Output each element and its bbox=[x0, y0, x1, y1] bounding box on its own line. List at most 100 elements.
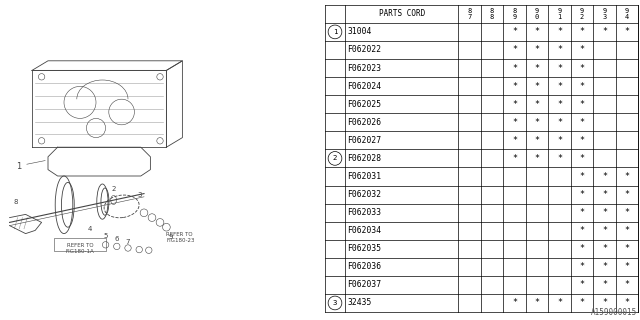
Text: *: * bbox=[512, 45, 517, 54]
Text: F062036: F062036 bbox=[347, 262, 381, 271]
Text: *: * bbox=[625, 208, 630, 217]
Text: *: * bbox=[534, 82, 540, 91]
Text: F062031: F062031 bbox=[347, 172, 381, 181]
Text: F062037: F062037 bbox=[347, 280, 381, 289]
Text: F062024: F062024 bbox=[347, 82, 381, 91]
Text: F062025: F062025 bbox=[347, 100, 381, 109]
Text: *: * bbox=[602, 172, 607, 181]
Text: *: * bbox=[602, 262, 607, 271]
Text: *: * bbox=[557, 118, 562, 127]
Text: *: * bbox=[534, 118, 540, 127]
Text: A159000015: A159000015 bbox=[591, 308, 637, 317]
Text: *: * bbox=[580, 136, 584, 145]
Text: *: * bbox=[557, 136, 562, 145]
Text: *: * bbox=[625, 172, 630, 181]
Text: F062026: F062026 bbox=[347, 118, 381, 127]
Text: 32435: 32435 bbox=[347, 299, 371, 308]
Text: 9: 9 bbox=[535, 9, 539, 14]
Text: *: * bbox=[534, 136, 540, 145]
Text: 6: 6 bbox=[115, 236, 119, 242]
Text: *: * bbox=[580, 280, 584, 289]
Text: 4: 4 bbox=[625, 14, 629, 20]
Text: *: * bbox=[580, 299, 584, 308]
Text: *: * bbox=[557, 64, 562, 73]
Text: 2: 2 bbox=[111, 186, 116, 192]
Text: *: * bbox=[625, 262, 630, 271]
Text: *: * bbox=[625, 244, 630, 253]
Text: 1: 1 bbox=[17, 162, 22, 171]
Text: 5: 5 bbox=[104, 233, 108, 239]
Text: F062032: F062032 bbox=[347, 190, 381, 199]
Text: 2: 2 bbox=[333, 156, 337, 161]
Text: F062035: F062035 bbox=[347, 244, 381, 253]
Text: *: * bbox=[534, 100, 540, 109]
Text: *: * bbox=[625, 299, 630, 308]
Text: *: * bbox=[602, 190, 607, 199]
Text: *: * bbox=[602, 208, 607, 217]
Text: F062033: F062033 bbox=[347, 208, 381, 217]
Text: F062022: F062022 bbox=[347, 45, 381, 54]
Text: 31004: 31004 bbox=[347, 28, 371, 36]
Text: *: * bbox=[602, 299, 607, 308]
Text: *: * bbox=[534, 299, 540, 308]
Text: *: * bbox=[580, 154, 584, 163]
Text: 0: 0 bbox=[535, 14, 539, 20]
Text: *: * bbox=[557, 45, 562, 54]
Text: 9: 9 bbox=[512, 14, 516, 20]
Text: *: * bbox=[580, 244, 584, 253]
Text: F062034: F062034 bbox=[347, 226, 381, 235]
Text: *: * bbox=[580, 172, 584, 181]
Text: *: * bbox=[512, 100, 517, 109]
Text: 3: 3 bbox=[137, 192, 141, 198]
Text: 3: 3 bbox=[602, 14, 607, 20]
Text: *: * bbox=[512, 136, 517, 145]
Text: *: * bbox=[580, 190, 584, 199]
Text: PARTS CORD: PARTS CORD bbox=[378, 9, 425, 18]
Text: REFER TO
FIG180-23: REFER TO FIG180-23 bbox=[166, 232, 195, 243]
Text: F062027: F062027 bbox=[347, 136, 381, 145]
Text: *: * bbox=[625, 190, 630, 199]
Text: *: * bbox=[557, 82, 562, 91]
Text: *: * bbox=[580, 100, 584, 109]
Text: *: * bbox=[602, 226, 607, 235]
Text: 7: 7 bbox=[125, 239, 131, 244]
Text: *: * bbox=[580, 118, 584, 127]
Text: 1: 1 bbox=[557, 14, 562, 20]
Text: *: * bbox=[512, 154, 517, 163]
Text: *: * bbox=[512, 299, 517, 308]
Text: 9: 9 bbox=[602, 9, 607, 14]
Text: *: * bbox=[602, 280, 607, 289]
Text: 3: 3 bbox=[333, 300, 337, 306]
Text: *: * bbox=[512, 64, 517, 73]
Text: 8: 8 bbox=[512, 9, 516, 14]
Text: *: * bbox=[512, 28, 517, 36]
Text: 9: 9 bbox=[557, 9, 562, 14]
Text: 8: 8 bbox=[13, 199, 19, 204]
Text: *: * bbox=[580, 226, 584, 235]
Text: *: * bbox=[580, 82, 584, 91]
Text: F062023: F062023 bbox=[347, 64, 381, 73]
Text: *: * bbox=[557, 100, 562, 109]
Text: *: * bbox=[534, 45, 540, 54]
Text: 9: 9 bbox=[169, 234, 173, 240]
Text: *: * bbox=[557, 28, 562, 36]
Text: *: * bbox=[580, 262, 584, 271]
Text: 9: 9 bbox=[580, 9, 584, 14]
Text: 9: 9 bbox=[625, 9, 629, 14]
Text: 1: 1 bbox=[333, 29, 337, 35]
Text: *: * bbox=[512, 118, 517, 127]
Text: *: * bbox=[580, 64, 584, 73]
Text: 7: 7 bbox=[467, 14, 472, 20]
Text: *: * bbox=[602, 28, 607, 36]
Text: *: * bbox=[625, 280, 630, 289]
Text: *: * bbox=[625, 28, 630, 36]
Text: F062028: F062028 bbox=[347, 154, 381, 163]
Text: *: * bbox=[534, 64, 540, 73]
Text: *: * bbox=[534, 28, 540, 36]
Text: REFER TO
FIG180-1A: REFER TO FIG180-1A bbox=[66, 243, 94, 254]
Text: 8: 8 bbox=[490, 14, 494, 20]
Text: *: * bbox=[512, 82, 517, 91]
Text: *: * bbox=[602, 244, 607, 253]
Text: *: * bbox=[625, 226, 630, 235]
Text: *: * bbox=[580, 208, 584, 217]
